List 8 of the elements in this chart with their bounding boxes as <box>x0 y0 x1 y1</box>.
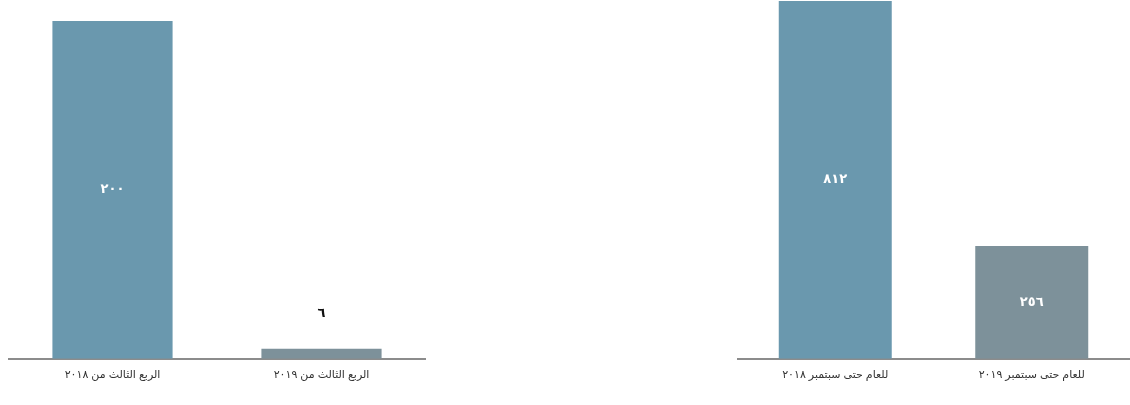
x-tick-label: للعام حتى سبتمبر ٢٠١٨ <box>782 368 889 382</box>
data-label: ٨١٢ <box>823 171 848 187</box>
x-tick-label: الربع الثالث من ٢٠١٩ <box>273 368 370 382</box>
data-label: ٢٥٦ <box>1019 293 1044 309</box>
x-tick-label: الربع الثالث من ٢٠١٨ <box>64 368 161 382</box>
x-tick-label: للعام حتى سبتمبر ٢٠١٩ <box>978 368 1085 382</box>
data-label: ٢٠٠ <box>100 181 125 197</box>
data-label: ٦ <box>317 305 326 321</box>
